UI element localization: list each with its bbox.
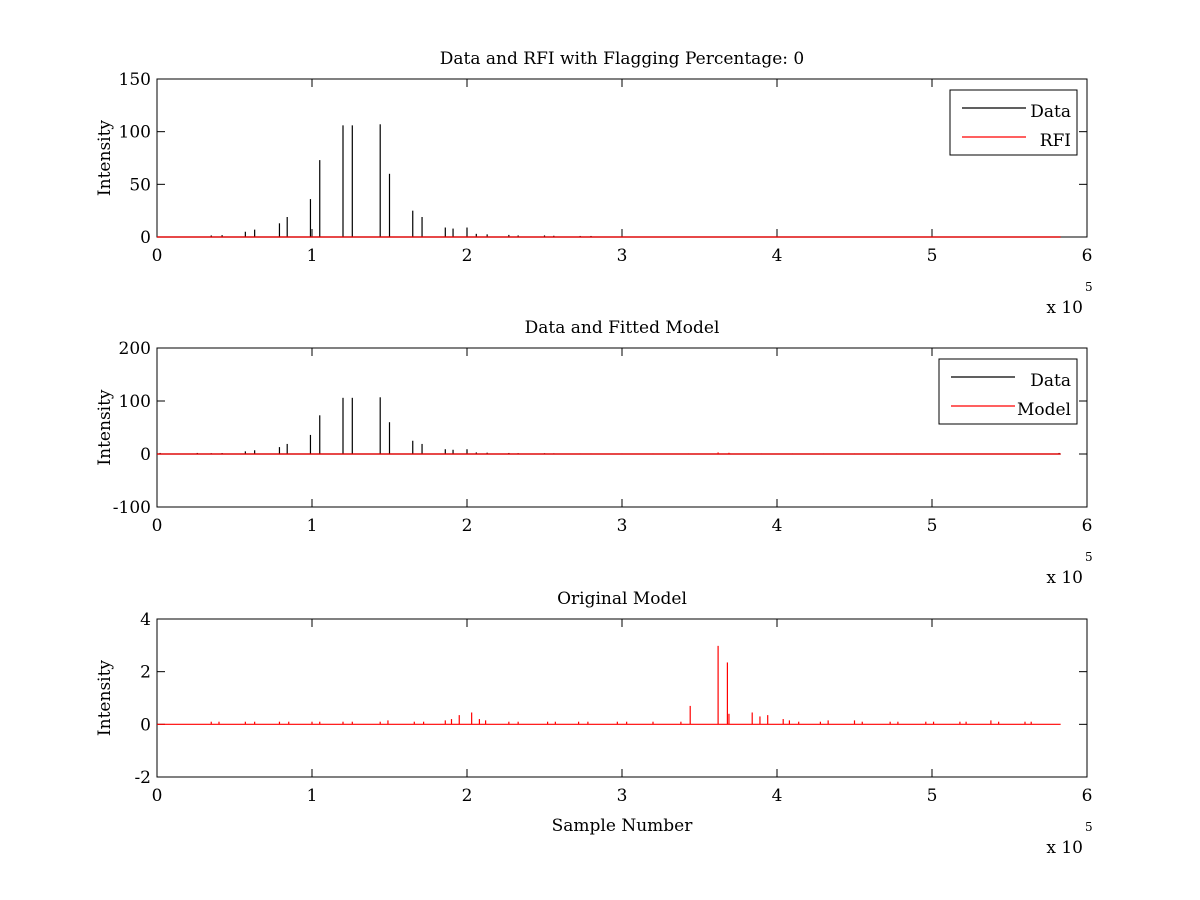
y-tick-label: 4 <box>140 610 151 630</box>
x-tick-label: 3 <box>617 516 628 536</box>
y-tick-label: 0 <box>140 445 151 465</box>
x-tick-label: 6 <box>1082 246 1093 266</box>
y-tick-label: 0 <box>140 228 151 248</box>
y-axis-label: Intensity <box>95 660 115 736</box>
x-tick-label: 0 <box>152 786 163 806</box>
x-tick-label: 1 <box>307 786 318 806</box>
axes-box <box>156 78 1088 238</box>
x-multiplier-base: x 10 <box>1046 568 1083 588</box>
y-tick-label: -100 <box>113 498 151 518</box>
legend-label: Data <box>1030 102 1071 122</box>
x-tick-label: 1 <box>307 246 318 266</box>
legend: Data Model <box>938 358 1078 425</box>
x-tick-label: 5 <box>927 516 938 536</box>
x-tick-label: 5 <box>927 246 938 266</box>
y-tick-label: 150 <box>119 70 151 90</box>
legend-box <box>949 89 1078 156</box>
x-multiplier-exponent: 5 <box>1085 280 1093 294</box>
x-multiplier-base: x 10 <box>1046 298 1083 318</box>
y-axis-label: Intensity <box>95 120 115 196</box>
y-tick-label: -2 <box>134 768 151 788</box>
x-tick-label: 2 <box>462 246 473 266</box>
y-tick-label: 100 <box>119 392 151 412</box>
x-tick-label: 6 <box>1082 516 1093 536</box>
x-tick-label: 5 <box>927 786 938 806</box>
x-axis-label: Sample Number <box>552 816 694 836</box>
series-data <box>157 397 1061 455</box>
series-model <box>157 452 1061 455</box>
legend-label: Model <box>1017 400 1071 420</box>
x-tick-label: 0 <box>152 516 163 536</box>
plot-title: Data and RFI with Flagging Percentage: 0 <box>440 49 804 69</box>
plot-title: Data and Fitted Model <box>525 318 720 338</box>
plot-title: Original Model <box>557 589 687 609</box>
y-tick-label: 0 <box>140 715 151 735</box>
subplot-1: 0 1 2 3 4 5 6 0 50 100 150 Data and RFI with Flaggi… <box>95 49 1093 318</box>
y-tick-label: 2 <box>140 663 151 683</box>
legend: Data RFI <box>949 89 1078 156</box>
y-tick-label: 100 <box>119 123 151 143</box>
x-multiplier-exponent: 5 <box>1085 550 1093 564</box>
series-data <box>157 124 1061 238</box>
x-multiplier-exponent: 5 <box>1085 820 1093 834</box>
series-model <box>157 645 1061 725</box>
x-tick-label: 4 <box>772 246 783 266</box>
x-tick-label: 1 <box>307 516 318 536</box>
legend-label: RFI <box>1040 131 1071 151</box>
x-tick-label: 2 <box>462 516 473 536</box>
x-tick-label: 4 <box>772 786 783 806</box>
x-tick-label: 2 <box>462 786 473 806</box>
x-tick-label: 4 <box>772 516 783 536</box>
x-tick-label: 3 <box>617 786 628 806</box>
x-tick-label: 3 <box>617 246 628 266</box>
x-tick-label: 0 <box>152 246 163 266</box>
y-tick-label: 200 <box>119 339 151 359</box>
x-tick-label: 6 <box>1082 786 1093 806</box>
axes-box <box>156 618 1088 778</box>
legend-box <box>938 358 1078 425</box>
y-axis-label: Intensity <box>95 389 115 465</box>
y-tick-label: 50 <box>129 175 151 195</box>
legend-label: Data <box>1030 371 1071 391</box>
x-multiplier-base: x 10 <box>1046 838 1083 858</box>
